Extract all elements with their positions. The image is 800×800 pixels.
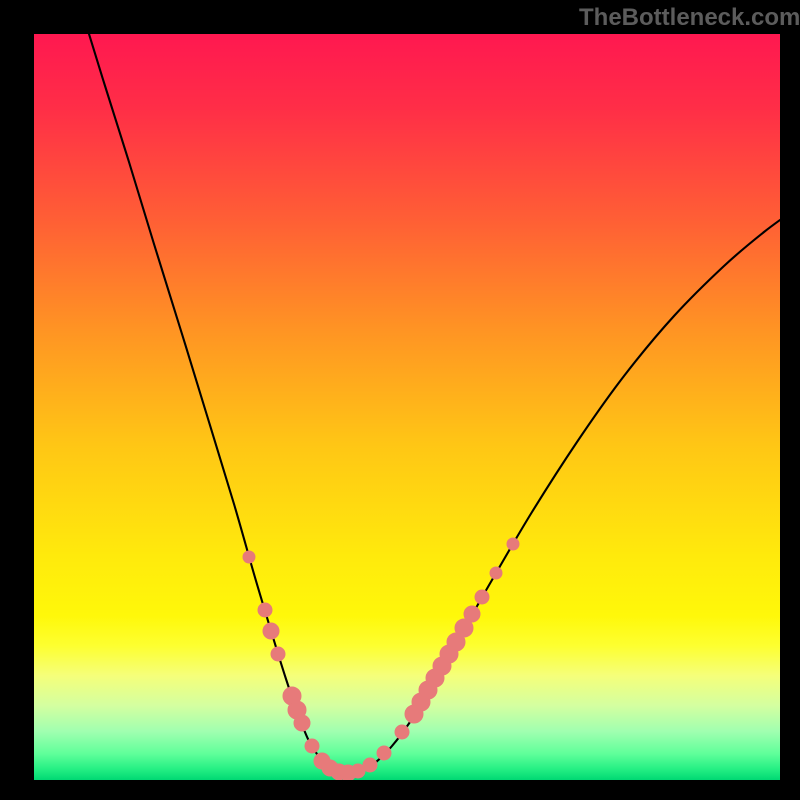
- plot-area: [34, 34, 780, 780]
- watermark-text: TheBottleneck.com: [579, 4, 800, 32]
- data-marker: [464, 606, 480, 622]
- curve-right-branch: [348, 210, 780, 773]
- curve-left-branch: [89, 34, 348, 773]
- frame-border: [0, 0, 34, 800]
- data-marker: [507, 538, 519, 550]
- data-marker: [363, 758, 377, 772]
- data-marker: [377, 746, 391, 760]
- frame-border: [0, 780, 800, 800]
- data-marker: [294, 715, 310, 731]
- data-marker: [263, 623, 279, 639]
- data-marker: [305, 739, 319, 753]
- frame-border: [780, 0, 800, 800]
- chart-svg: [34, 34, 780, 780]
- data-marker: [258, 603, 272, 617]
- marker-group: [243, 538, 519, 780]
- data-marker: [490, 567, 502, 579]
- data-marker: [271, 647, 285, 661]
- data-marker: [475, 590, 489, 604]
- data-marker: [243, 551, 255, 563]
- data-marker: [395, 725, 409, 739]
